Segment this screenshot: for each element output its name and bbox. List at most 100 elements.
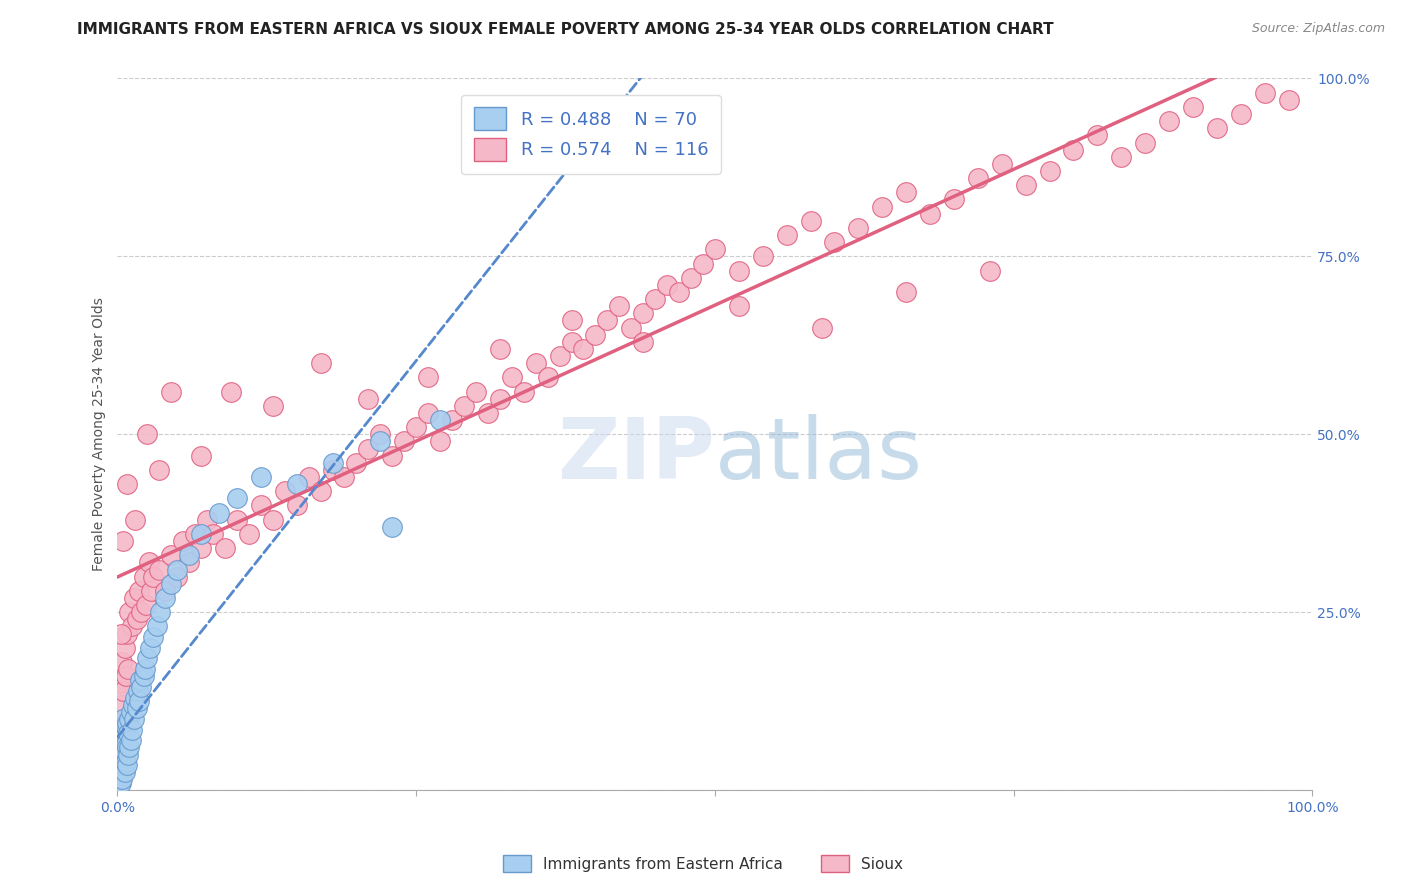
Point (121, 723, 143, 737)
Point (107, 769, 129, 783)
Text: Source: ZipAtlas.com: Source: ZipAtlas.com (1251, 22, 1385, 36)
Point (118, 712, 141, 726)
Point (894, 285, 917, 299)
Point (370, 427, 392, 442)
Point (110, 755, 132, 769)
Legend: R = 0.488    N = 70, R = 0.574    N = 116: R = 0.488 N = 70, R = 0.574 N = 116 (461, 95, 721, 174)
Point (122, 698, 145, 712)
Point (120, 705, 142, 719)
Point (190, 449, 212, 463)
Point (357, 392, 380, 406)
Point (190, 541, 212, 556)
Point (285, 499, 308, 513)
Point (108, 733, 131, 747)
Point (202, 527, 225, 541)
Point (112, 740, 135, 755)
Point (110, 776, 132, 790)
Point (131, 605, 153, 619)
Point (149, 605, 172, 619)
Point (108, 758, 131, 772)
Point (250, 499, 273, 513)
Point (572, 342, 595, 356)
Point (135, 598, 157, 612)
Point (111, 719, 134, 733)
Point (238, 527, 260, 541)
Point (560, 313, 582, 327)
Point (107, 755, 129, 769)
Point (322, 456, 344, 470)
Point (118, 605, 141, 619)
Point (309, 484, 332, 499)
Point (127, 683, 149, 698)
Point (1038, 164, 1060, 178)
Point (513, 384, 536, 399)
Point (142, 569, 165, 583)
Point (465, 384, 488, 399)
Point (134, 662, 156, 676)
Point (160, 576, 183, 591)
Point (226, 491, 249, 506)
Point (990, 157, 1012, 171)
Point (966, 171, 988, 186)
Point (122, 712, 145, 726)
Point (160, 384, 183, 399)
Point (107, 712, 129, 726)
Point (128, 583, 150, 598)
Point (117, 662, 139, 676)
Point (1109, 150, 1132, 164)
Point (125, 701, 148, 715)
Point (112, 726, 135, 740)
Point (112, 683, 135, 698)
Point (114, 730, 136, 744)
Point (155, 583, 177, 598)
Point (405, 420, 427, 434)
Point (285, 477, 308, 491)
Point (775, 228, 797, 243)
Point (219, 384, 242, 399)
Point (108, 772, 131, 787)
Point (1229, 107, 1251, 121)
Point (226, 513, 249, 527)
Point (1277, 93, 1299, 107)
Point (979, 263, 1001, 277)
Point (846, 221, 869, 235)
Point (139, 583, 162, 598)
Point (138, 556, 160, 570)
Point (179, 556, 201, 570)
Point (110, 737, 132, 751)
Point (124, 690, 146, 705)
Point (655, 277, 678, 292)
Point (111, 762, 134, 776)
Point (631, 334, 654, 349)
Point (1085, 128, 1108, 143)
Point (1133, 136, 1156, 150)
Point (524, 356, 547, 370)
Point (644, 292, 666, 306)
Point (112, 712, 135, 726)
Point (110, 626, 132, 640)
Point (727, 299, 749, 313)
Point (108, 747, 131, 762)
Point (112, 758, 135, 772)
Point (322, 463, 344, 477)
Point (668, 285, 690, 299)
Point (357, 442, 380, 456)
Point (172, 534, 194, 549)
Point (121, 619, 143, 633)
Point (823, 235, 845, 249)
Point (115, 715, 138, 730)
Point (114, 765, 136, 780)
Point (894, 186, 917, 200)
Point (166, 569, 188, 583)
Point (138, 640, 160, 655)
Text: ZIP: ZIP (557, 414, 714, 497)
Point (136, 427, 159, 442)
Point (107, 772, 129, 787)
Point (214, 541, 236, 556)
Point (429, 434, 451, 449)
Point (346, 456, 368, 470)
Point (108, 740, 131, 755)
Point (129, 673, 152, 687)
Point (115, 758, 138, 772)
Point (536, 370, 558, 384)
